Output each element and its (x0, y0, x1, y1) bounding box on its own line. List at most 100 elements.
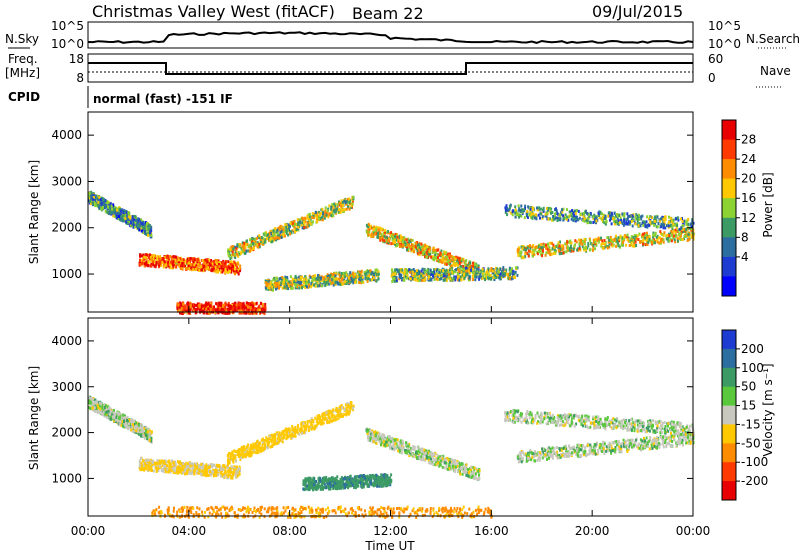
power-echo-cell (532, 212, 534, 215)
power-echo-cell (576, 249, 578, 252)
power-echo-cell (224, 262, 226, 265)
power-echo-cell (439, 252, 441, 255)
power-echo-cell (394, 235, 396, 238)
power-echo-cell (463, 274, 465, 277)
power-echo-cell (294, 223, 296, 226)
power-echo-cell (207, 266, 209, 269)
power-echo-cell (410, 248, 412, 251)
power-echo-cell (608, 239, 610, 242)
freq-trace (88, 63, 693, 74)
power-echo-cell (606, 236, 608, 239)
power-echo-cell (614, 238, 616, 241)
power-echo-cell (89, 200, 91, 203)
power-echo-cell (226, 303, 228, 306)
power-echo-cell (381, 233, 383, 236)
power-echo-cell (283, 278, 285, 281)
power-echo-cell (167, 261, 169, 264)
power-echo-cell (646, 226, 648, 229)
power-echo-cell (562, 214, 564, 217)
power-echo-cell (415, 245, 417, 248)
power-echo-cell (538, 245, 540, 248)
power-echo-cell (309, 213, 311, 216)
power-echo-cell (329, 279, 331, 282)
power-echo-cell (235, 247, 237, 250)
power-echo-cell (327, 209, 329, 212)
power-echo-cell (399, 276, 401, 279)
power-echo-cell (202, 259, 204, 262)
power-echo-cell (280, 277, 282, 280)
power-echo-cell (343, 272, 345, 275)
power-echo-cell (557, 244, 559, 247)
power-echo-cell (275, 285, 277, 288)
power-echo-cell (568, 216, 570, 219)
power-echo-cell (549, 242, 551, 245)
power-echo-cell (654, 234, 656, 237)
power-echo-cell (272, 234, 274, 237)
power-echo-cell (486, 271, 488, 274)
power-echo-cell (342, 208, 344, 211)
power-echo-cell (421, 245, 423, 248)
power-echo-cell (187, 258, 189, 261)
power-colorbar-tick-label: 8 (741, 230, 749, 244)
power-echo-cell (103, 199, 105, 202)
power-echo-cell (424, 247, 426, 250)
power-echo-cell (123, 219, 125, 222)
nave-tick-low: 0 (708, 71, 716, 85)
power-echo-cell (137, 222, 139, 225)
power-echo-cell (359, 273, 361, 276)
power-echo-cell (660, 240, 662, 243)
power-echo-cell (115, 214, 117, 217)
power-echo-cell (303, 226, 305, 229)
power-echo-cell (412, 244, 414, 247)
power-echo-cell (672, 225, 674, 228)
power-echo-cell (307, 222, 309, 225)
power-echo-cell (645, 234, 647, 237)
plot-title: Christmas Valley West (fitACF) (92, 2, 335, 21)
power-echo-cell (570, 245, 572, 248)
power-echo-cell (420, 243, 422, 246)
power-echo-cell (519, 253, 521, 256)
power-echo-cell (458, 279, 460, 282)
power-echo-cell (300, 278, 302, 281)
power-echo-cell (649, 220, 651, 223)
power-echo-cell (421, 270, 423, 273)
nsearch-label: N.Search (746, 32, 800, 46)
power-echo-cell (602, 247, 604, 250)
power-echo-cell (232, 265, 234, 268)
power-echo-cell (136, 219, 138, 222)
power-echo-cell (649, 238, 651, 241)
power-echo-cell (557, 219, 559, 222)
nsky-label: N.Sky (5, 32, 39, 46)
power-ytick-label: 4000 (51, 128, 82, 142)
power-echo-cell (567, 247, 569, 250)
power-echo-cell (97, 201, 99, 204)
power-echo-cell (435, 251, 437, 254)
power-echo-cell (248, 245, 250, 248)
power-echo-cell (120, 210, 122, 213)
power-echo-cell (253, 308, 255, 311)
power-echo-cell (298, 287, 300, 290)
power-echo-cell (241, 306, 243, 309)
power-echo-cell (571, 209, 573, 212)
power-echo-cell (509, 277, 511, 280)
power-echo-cell (666, 234, 668, 237)
power-echo-cell (266, 284, 268, 287)
power-echo-cell (290, 275, 292, 278)
power-echo-cell (438, 271, 440, 274)
power-echo-cell (465, 267, 467, 270)
power-echo-cell (612, 217, 614, 220)
power-echo-cell (420, 248, 422, 251)
nave-label: Nave (760, 64, 791, 78)
power-echo-cell (556, 209, 558, 212)
power-echo-cell (141, 230, 143, 233)
power-echo-cell (201, 305, 203, 308)
power-echo-cell (390, 231, 392, 234)
power-echo-cell (118, 215, 120, 218)
power-echo-cell (310, 276, 312, 279)
power-echo-cell (331, 203, 333, 206)
power-echo-cell (496, 267, 498, 270)
power-echo-cell (455, 263, 457, 266)
power-echo-cell (528, 249, 530, 252)
power-echo-cell (587, 244, 589, 247)
power-echo-cell (512, 213, 514, 216)
